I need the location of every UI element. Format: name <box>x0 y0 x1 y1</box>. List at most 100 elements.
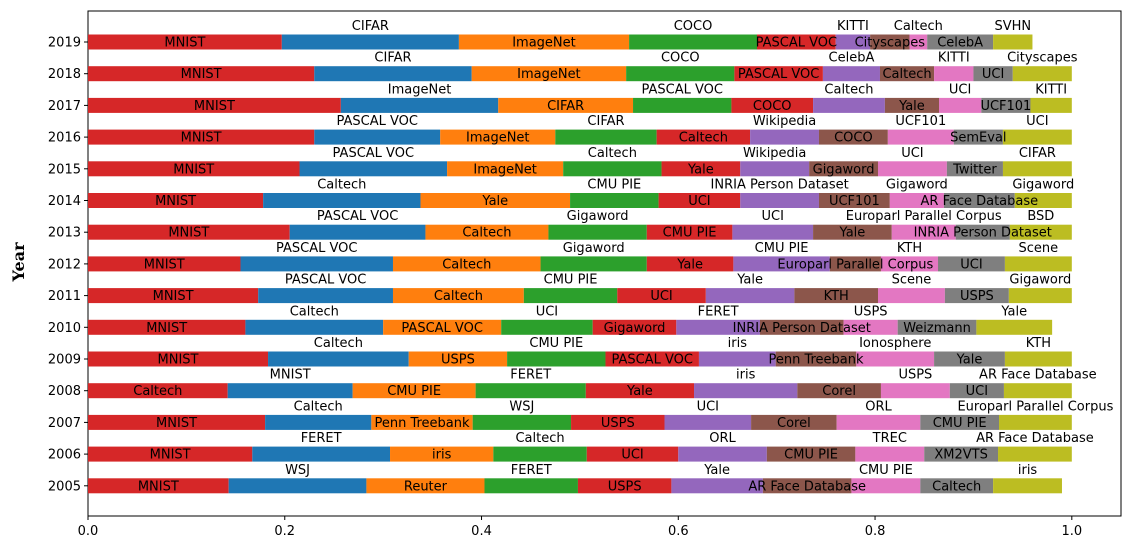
bar-segment-2019-3 <box>458 34 630 50</box>
segment-label-2015-wikipedia: Wikipedia <box>743 146 806 161</box>
bar-segment-2013-9 <box>955 224 1010 240</box>
bar-segment-2015-7 <box>809 161 878 177</box>
segment-label-2012-kth: KTH <box>897 241 922 256</box>
bar-segment-2012-3 <box>392 256 541 272</box>
bar-segment-2018-9 <box>973 66 1013 82</box>
bar-segment-2011-10 <box>1008 288 1072 304</box>
bar-segment-2015-2 <box>299 161 448 177</box>
bar-segment-2017-4 <box>633 97 732 113</box>
segment-label-2007-europarl-parallel-corpus: Europarl Parallel Corpus <box>957 399 1113 414</box>
bar-segment-2005-2 <box>228 478 367 494</box>
segment-label-2008-usps: USPS <box>898 368 932 383</box>
bar-segment-2014-7 <box>818 193 890 208</box>
segment-label-2013-caltech: Caltech <box>462 226 511 241</box>
bar-segment-2018-10 <box>1012 66 1072 82</box>
bar-segment-2016-3 <box>440 129 556 145</box>
segment-label-2016-cifar: CIFAR <box>587 114 624 129</box>
bar-segment-2011-6 <box>705 288 795 304</box>
bar-segment-2007-2 <box>265 414 372 430</box>
bar-segment-2016-7 <box>818 129 888 145</box>
bar-segment-2009-8 <box>856 351 935 367</box>
bar-segment-2014-10 <box>1014 193 1072 208</box>
bar-segment-2012-1 <box>88 256 241 272</box>
bar-segment-2008-4 <box>475 383 586 399</box>
bars-layer <box>88 34 1072 494</box>
segment-label-2016-imagenet: ImageNet <box>466 131 530 146</box>
bar-segment-2012-2 <box>240 256 393 272</box>
segment-label-2011-gigaword: Gigaword <box>1009 273 1071 288</box>
segment-label-2007-wsj: WSJ <box>509 399 534 414</box>
bar-segment-2009-9 <box>934 351 1005 367</box>
segment-label-2009-pascal-voc: PASCAL VOC <box>611 353 692 368</box>
bar-segment-2016-4 <box>555 129 657 145</box>
segment-label-2014-inria-person-dataset: INRIA Person Dataset <box>711 178 849 193</box>
segment-label-2019-svhn: SVHN <box>994 19 1031 34</box>
segment-label-2012-mnist: MNIST <box>144 257 185 272</box>
segment-label-2013-pascal-voc: PASCAL VOC <box>317 209 398 224</box>
bar-segment-2010-9 <box>897 319 977 335</box>
segment-label-2009-kth: KTH <box>1026 336 1051 351</box>
segment-label-2016-pascal-voc: PASCAL VOC <box>336 114 417 129</box>
bar-segment-2005-4 <box>484 478 578 494</box>
segment-label-2005-caltech: Caltech <box>932 479 981 494</box>
segment-label-2008-iris: iris <box>736 368 756 383</box>
segment-label-2018-cifar: CIFAR <box>374 51 411 66</box>
bar-segment-2019-6 <box>835 34 871 50</box>
segment-label-2010-uci: UCI <box>536 304 558 319</box>
segment-label-2013-bsd: BSD <box>1027 209 1054 224</box>
segment-label-2006-mnist: MNIST <box>150 448 191 463</box>
segment-label-2016-semeval: SemEval <box>950 131 1006 146</box>
segment-label-2013-europarl-parallel-corpus: Europarl Parallel Corpus <box>846 209 1002 224</box>
bar-segment-2014-5 <box>658 193 741 208</box>
bar-segment-2007-7 <box>751 414 837 430</box>
bar-segment-2014-9 <box>943 193 1015 208</box>
segment-label-2008-caltech: Caltech <box>133 384 182 399</box>
segment-label-2006-orl: ORL <box>709 431 736 446</box>
segment-label-2009-penn-treebank: Penn Treebank <box>768 353 864 368</box>
bar-segment-2016-5 <box>656 129 751 145</box>
x-tick-label-1.0: 1.0 <box>1061 524 1082 539</box>
segment-label-2013-yale: Yale <box>839 226 866 241</box>
segment-label-2014-gigaword: Gigaword <box>886 178 948 193</box>
segment-label-2005-usps: USPS <box>608 479 642 494</box>
bar-segment-2018-1 <box>88 66 315 82</box>
segment-label-2015-yale: Yale <box>687 162 714 177</box>
bar-segment-2008-3 <box>352 383 476 399</box>
segment-label-2017-caltech: Caltech <box>824 82 873 97</box>
segment-label-2007-corel: Corel <box>777 416 811 431</box>
bar-segment-2019-5 <box>756 34 836 50</box>
bar-segment-2017-10 <box>1030 97 1072 113</box>
bar-segment-2012-10 <box>1004 256 1072 272</box>
bar-segment-2006-3 <box>390 446 494 462</box>
segment-label-2010-inria-person-dataset: INRIA Person Dataset <box>733 321 871 336</box>
bar-segment-2010-5 <box>592 319 677 335</box>
bar-segment-2011-9 <box>944 288 1009 304</box>
segment-label-2012-gigaword: Gigaword <box>563 241 625 256</box>
y-tick-label-2017: 2017 <box>48 99 81 114</box>
segment-label-2009-yale: Yale <box>956 353 983 368</box>
segment-label-2012-caltech: Caltech <box>442 257 491 272</box>
segment-label-2015-pascal-voc: PASCAL VOC <box>333 146 414 161</box>
segment-label-2016-coco: COCO <box>834 131 873 146</box>
bar-segment-2006-1 <box>88 446 253 462</box>
y-axis-title: Year <box>9 242 28 283</box>
segment-label-2015-caltech: Caltech <box>588 146 637 161</box>
segment-label-2005-ar-face-database: AR Face Database <box>748 479 866 494</box>
segment-label-2013-uci: UCI <box>762 209 784 224</box>
segment-label-2016-mnist: MNIST <box>181 131 222 146</box>
segment-label-2017-mnist: MNIST <box>194 99 235 114</box>
bar-segment-2015-3 <box>447 161 564 177</box>
bar-segment-2019-9 <box>927 34 994 50</box>
bar-segment-2006-6 <box>678 446 767 462</box>
y-axis: 2019 2018 2017 2016 2015 2014 2013 2012 2011 2010… <box>48 36 88 494</box>
y-tick-label-2018: 2018 <box>48 67 81 82</box>
segment-label-2006-feret: FERET <box>301 431 342 446</box>
segment-label-2010-mnist: MNIST <box>146 321 187 336</box>
bar-segment-2013-8 <box>891 224 956 240</box>
segment-label-2010-yale: Yale <box>1000 304 1027 319</box>
bar-segment-2013-3 <box>425 224 549 240</box>
bar-segment-2010-8 <box>843 319 898 335</box>
segment-label-2009-mnist: MNIST <box>158 353 199 368</box>
bar-segment-2013-6 <box>732 224 814 240</box>
